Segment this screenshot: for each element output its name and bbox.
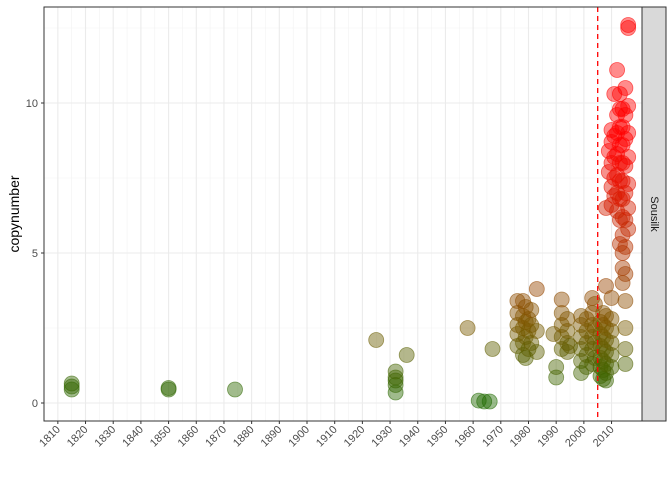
data-point [614,155,631,171]
facet-strip-label: Sousilk [648,196,660,232]
data-point [553,329,570,345]
plot-panel [44,7,642,421]
data-point [553,305,570,321]
data-point [620,221,637,237]
data-point [617,293,634,309]
data-point [578,335,595,351]
data-point [63,375,80,392]
data-point [595,341,612,357]
data-point [387,363,404,380]
data-point [515,347,531,363]
data-point [578,323,595,339]
data-point [603,323,620,339]
data-point [603,290,620,306]
data-point [617,185,634,201]
data-point [595,329,612,345]
data-point [509,293,526,309]
data-point [620,17,637,33]
data-points [63,17,637,410]
data-point [617,212,634,228]
data-point [484,341,501,357]
data-point [584,317,601,333]
data-point [620,149,637,165]
data-point [528,344,545,360]
data-point [559,311,576,327]
data-point [227,381,243,398]
data-point [617,158,634,174]
data-point [617,107,634,123]
data-point [617,239,634,255]
data-point [559,335,576,351]
data-point [398,347,415,363]
data-point [573,341,589,357]
data-point [573,329,589,345]
data-point [368,332,385,348]
data-point [612,86,628,102]
data-point [620,98,637,114]
data-point [160,380,177,396]
data-point [620,176,637,192]
data-point [600,164,617,180]
data-point [573,317,589,333]
data-point [528,323,545,339]
data-point [620,200,637,216]
data-point [553,291,570,308]
data-point [559,323,576,339]
data-point [598,365,614,381]
data-point [614,227,631,243]
data-point [617,266,634,282]
facet-strip [641,6,667,422]
data-point [617,341,634,357]
data-point [387,369,404,386]
data-point [612,212,628,228]
data-point [481,393,498,410]
data-point [595,353,612,369]
data-point [548,359,565,375]
data-point [573,365,589,381]
data-point [595,305,612,321]
y-axis-title: copynumber [6,175,22,252]
data-point [476,393,493,410]
data-point [617,356,634,372]
data-point [459,320,476,336]
data-point [603,359,620,375]
data-point [523,302,540,318]
data-point [614,119,631,135]
data-point [617,320,634,336]
data-point [603,311,620,327]
data-point [603,335,620,351]
data-point [528,281,545,297]
data-point [603,347,620,363]
data-point [587,296,603,312]
data-point [595,317,612,333]
data-point [578,347,595,363]
y-tick-label: 10 [26,98,38,110]
y-tick-label: 5 [32,248,38,260]
data-point [545,326,562,342]
data-point [620,125,637,141]
data-point [587,320,603,336]
y-axis: 0 5 10 [26,98,44,410]
data-point [578,311,595,327]
data-point [609,62,625,78]
data-point [617,80,634,96]
data-point [553,317,570,333]
y-tick-label: 0 [32,398,38,410]
major-gridlines [44,7,642,421]
